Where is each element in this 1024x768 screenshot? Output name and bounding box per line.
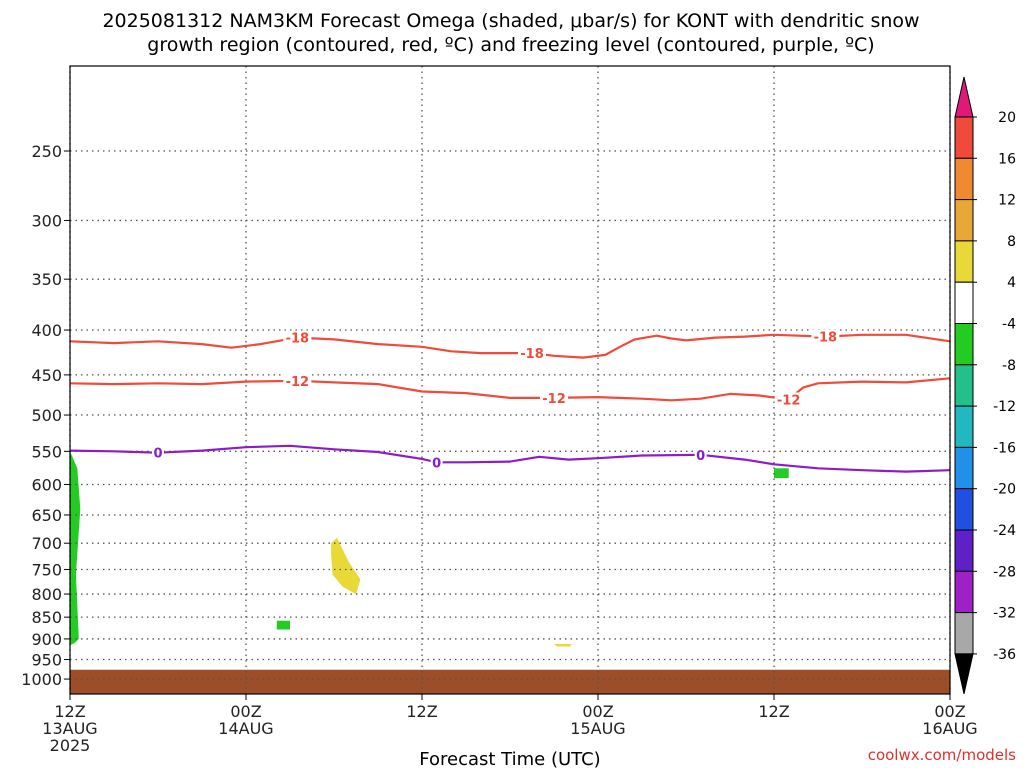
colorbar-label-2: 12	[998, 193, 1016, 209]
shaded-region-5	[70, 669, 950, 694]
y-tick-label-8: 650	[31, 506, 62, 525]
contour-label-bg-0-1	[518, 346, 546, 361]
credit-text: coolwx.com/models	[868, 746, 1016, 764]
shaded-region-3	[554, 644, 572, 647]
colorbar-segment-5	[954, 323, 974, 366]
y-tick-label-5: 500	[31, 406, 62, 425]
y-tick-label-15: 1000	[21, 670, 62, 689]
y-tick-label-2: 350	[31, 270, 62, 289]
colorbar-segment-9	[954, 488, 974, 531]
contour-label-1-0: -12	[286, 375, 310, 390]
colorbar-label-6: -8	[1002, 358, 1016, 374]
contour-label-2-0: 0	[153, 447, 162, 462]
colorbar-label-3: 8	[1007, 234, 1016, 250]
colorbar: 20 16 12 8 4 -4 -8 -12 -16 -20 -24 -28 -32 -36	[954, 76, 1016, 695]
x-tick-label-4-0: 12Z	[758, 702, 789, 721]
y-tick-label-6: 550	[31, 442, 62, 461]
y-tick-label-12: 850	[31, 608, 62, 627]
colorbar-segment-1	[954, 157, 974, 201]
chart-title-line-1: 2025081312 NAM3KM Forecast Omega (shaded…	[102, 10, 919, 32]
shaded-region-4	[774, 468, 789, 479]
colorbar-segment-12	[954, 612, 974, 655]
colorbar-segment-3	[954, 240, 974, 283]
plot-background	[70, 66, 950, 694]
chart-title-line-2: growth region (contoured, red, ºC) and f…	[147, 34, 874, 56]
colorbar-bottom-arrow	[954, 653, 974, 695]
colorbar-label-12: -32	[993, 606, 1016, 622]
x-tick-label-0-1: 13AUG	[42, 719, 97, 738]
contour-label-0-2: -18	[814, 331, 838, 346]
y-tick-label-3: 400	[31, 321, 62, 340]
colorbar-label-0: 20	[998, 110, 1016, 126]
colorbar-label-10: -24	[993, 523, 1016, 539]
contour-label-bg-2-2	[694, 447, 707, 462]
x-tick-label-1-0: 00Z	[230, 702, 261, 721]
colorbar-label-5: -4	[1002, 317, 1016, 333]
contour-line-1	[69, 377, 951, 402]
contour-line-2	[69, 444, 951, 473]
colorbar-segment-2	[954, 199, 974, 242]
colorbar-label-7: -12	[993, 399, 1016, 415]
colorbar-segment-6	[954, 364, 974, 407]
colorbar-label-4: 4	[1007, 275, 1016, 291]
y-tick-label-4: 450	[31, 366, 62, 385]
x-tick-label-2-0: 12Z	[406, 702, 437, 721]
y-tick-label-11: 800	[31, 585, 62, 604]
x-tick-label-0-2: 2025	[50, 736, 91, 755]
colorbar-label-11: -28	[993, 564, 1016, 580]
y-tick-label-9: 700	[31, 534, 62, 553]
y-axis-ticks: 250 300 350 400 450 500 550 600 650 700 750 800 850 9…	[21, 142, 70, 689]
x-tick-label-3-0: 00Z	[582, 702, 613, 721]
y-tick-label-10: 750	[31, 560, 62, 579]
x-tick-label-5-1: 16AUG	[922, 719, 977, 738]
contour-label-bg-2-0	[152, 445, 164, 460]
contour-labels: -18 -18 -18 -12 -12 -12 0 0 0	[152, 329, 840, 471]
colorbar-segment-0	[954, 116, 974, 159]
shaded-region-1	[331, 537, 361, 595]
colorbar-top-arrow	[954, 76, 974, 118]
contour-label-bg-0-2	[811, 329, 840, 344]
shaded-regions	[70, 451, 950, 694]
colorbar-segment-8	[954, 446, 974, 490]
contour-label-1-1: -12	[542, 392, 566, 407]
y-tick-label-1: 300	[31, 211, 62, 230]
contour-label-2-2: 0	[696, 449, 705, 464]
colorbar-label-8: -16	[993, 440, 1016, 456]
x-tick-label-3-1: 15AUG	[570, 719, 625, 738]
x-tick-label-0-0: 12Z	[54, 702, 85, 721]
contour-label-bg-0-0	[283, 330, 312, 345]
y-tick-label-14: 950	[31, 651, 62, 670]
grid-lines	[69, 66, 951, 694]
colorbar-segment-7	[954, 405, 974, 448]
plot-frame	[69, 65, 951, 695]
contour-label-bg-1-0	[283, 373, 312, 388]
shaded-region-0	[70, 451, 81, 646]
x-tick-label-1-1: 14AUG	[218, 719, 273, 738]
colorbar-segment-11	[954, 570, 974, 614]
contour-label-2-1: 0	[432, 456, 441, 471]
shaded-region-2	[276, 620, 290, 630]
contour-label-1-2: -12	[777, 393, 801, 408]
y-tick-label-13: 900	[31, 630, 62, 649]
contour-label-bg-1-1	[540, 390, 568, 405]
colorbar-segment-4	[954, 281, 974, 325]
contour-lines	[69, 333, 951, 473]
contour-line-0	[69, 333, 951, 359]
y-tick-label-0: 250	[31, 142, 62, 161]
colorbar-label-13: -36	[993, 647, 1016, 663]
colorbar-label-9: -20	[993, 482, 1016, 498]
contour-label-0-1: -18	[520, 347, 544, 362]
colorbar-label-1: 16	[998, 151, 1016, 167]
contour-label-0-0: -18	[286, 332, 310, 347]
x-axis-label: Forecast Time (UTC)	[419, 749, 600, 768]
contour-label-bg-2-1	[430, 455, 443, 470]
y-tick-label-7: 600	[31, 475, 62, 494]
x-tick-label-5-0: 00Z	[934, 702, 965, 721]
contour-label-bg-1-2	[774, 392, 803, 407]
colorbar-segment-10	[954, 529, 974, 572]
plot-area: -18 -18 -18 -12 -12 -12 0 0 0	[69, 65, 951, 695]
